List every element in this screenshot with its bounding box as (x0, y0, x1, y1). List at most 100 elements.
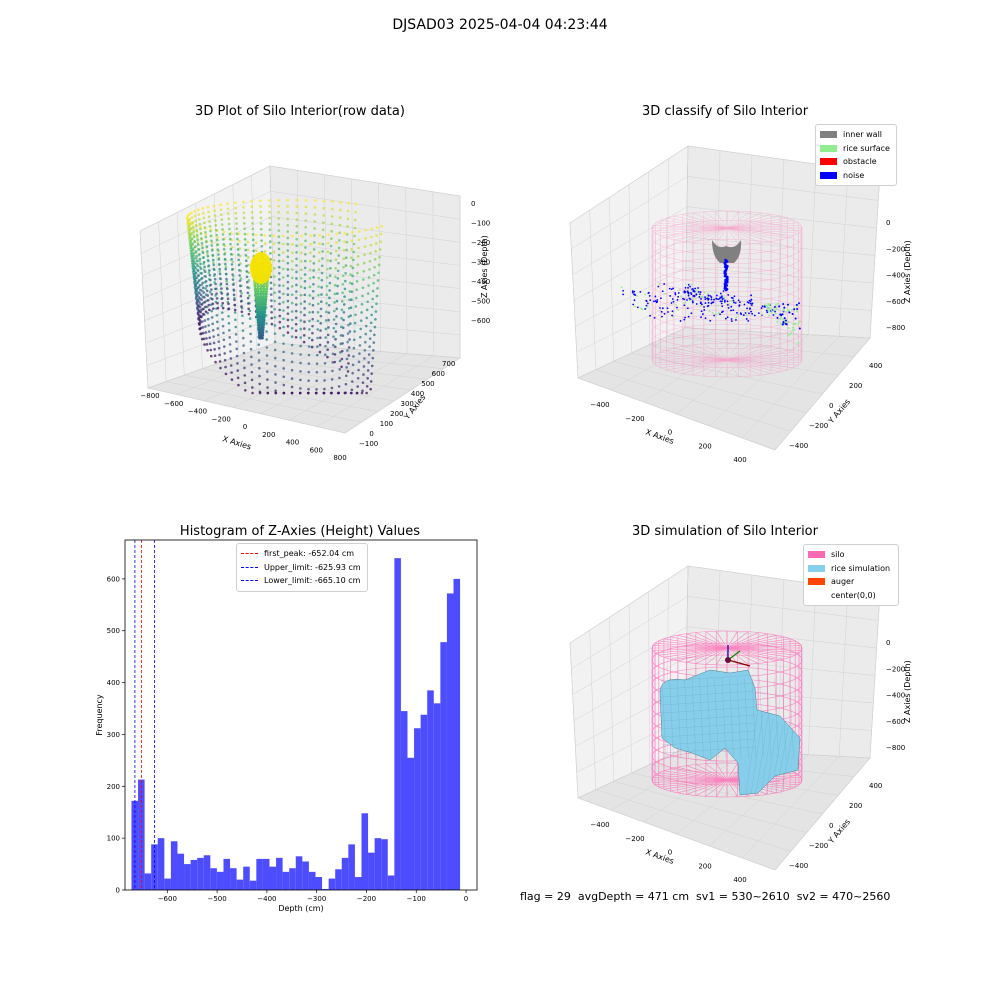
legend-label: noise (843, 171, 864, 180)
legend-label: obstacle (843, 157, 877, 166)
classify-zlabel: Z Axies (Depth) (903, 240, 912, 303)
histogram-bar (191, 860, 198, 890)
histogram-bar (296, 856, 303, 890)
histogram-bar (454, 579, 461, 890)
simulation-plot-title: 3D simulation of Silo Interior (570, 524, 880, 539)
x-tick-label: −200 (625, 835, 644, 843)
histogram-bar (401, 711, 408, 890)
y-tick-label: 500 (107, 627, 120, 635)
legend-swatch (808, 565, 825, 572)
histogram-bar (204, 855, 211, 890)
z-tick-label: 0 (471, 200, 475, 208)
status-footer: flag = 29 avgDepth = 471 cm sv1 = 530~26… (520, 890, 890, 903)
histogram-bar (421, 715, 428, 890)
histogram-bar (263, 859, 270, 890)
legend-item: center(0,0) (808, 589, 894, 603)
y-tick-label: 200 (849, 382, 862, 390)
legend-item: Upper_limit: -625.93 cm (241, 561, 363, 575)
y-tick-label: −100 (359, 440, 378, 448)
histogram-bar (427, 690, 434, 890)
histogram-ylabel: Frequency (95, 694, 104, 736)
histogram-bar (230, 868, 237, 890)
y-tick-label: 200 (849, 802, 862, 810)
histogram-bar (414, 728, 421, 890)
legend-item: Lower_limit: -665.10 cm (241, 574, 363, 588)
histogram-bar (243, 867, 250, 890)
histogram-bar (302, 861, 309, 890)
histogram-bar (440, 642, 447, 890)
histogram-bar (210, 868, 217, 890)
x-tick-label: 800 (333, 454, 346, 462)
x-tick-label: −800 (140, 392, 159, 400)
x-tick-label: −200 (625, 415, 644, 423)
x-tick-label: −400 (188, 408, 207, 416)
raw-3d-plot: −800 −600 −400 −200 0 200 400 600 800 −100 0 100 20… (130, 128, 510, 473)
legend-swatch (808, 578, 825, 585)
histogram-bar (315, 877, 322, 890)
legend-swatch (241, 553, 258, 554)
histogram-bar (375, 838, 382, 890)
histogram-bar (388, 875, 395, 890)
raw-zlabel: Z Axies (Depth) (480, 235, 489, 298)
legend-swatch (820, 172, 837, 179)
y-tick-label: 0 (369, 430, 373, 438)
legend-swatch (808, 592, 825, 599)
histogram-xlabel: Depth (cm) (278, 904, 323, 913)
legend-label: center(0,0) (831, 591, 876, 600)
y-tick-label: 0 (829, 402, 833, 410)
x-tick-label: −400 (590, 401, 609, 409)
legend-swatch (820, 145, 837, 152)
x-tick-label: −400 (257, 895, 276, 903)
legend-label: silo (831, 550, 845, 559)
classify-legend: inner wall rice surface obstacle noise (815, 124, 897, 186)
histogram-bar (381, 839, 388, 890)
z-tick-label: −800 (886, 324, 905, 332)
histogram-bar (223, 859, 230, 890)
x-tick-label: −100 (407, 895, 426, 903)
y-tick-label: 400 (869, 782, 882, 790)
histogram-bar (237, 880, 244, 890)
x-tick-label: −200 (357, 895, 376, 903)
y-tick-label: 200 (390, 410, 403, 418)
y-tick-label: 600 (432, 370, 445, 378)
legend-item: auger (808, 575, 894, 589)
histogram-bar (407, 758, 414, 890)
z-tick-label: 0 (886, 639, 890, 647)
histogram-bar (329, 879, 336, 890)
histogram-bar (158, 838, 165, 890)
histogram-bar (342, 858, 349, 890)
x-tick-label: −300 (307, 895, 326, 903)
histogram-bar (355, 877, 362, 890)
z-tick-label: −100 (471, 220, 490, 228)
legend-label: Lower_limit: -665.10 cm (264, 576, 360, 585)
histogram-bar (256, 859, 263, 890)
legend-swatch (241, 567, 258, 568)
legend-label: rice simulation (831, 564, 890, 573)
histogram-bar (145, 873, 152, 890)
histogram-bar (394, 558, 401, 890)
z-tick-label: −800 (886, 744, 905, 752)
raw-center-plume (250, 252, 272, 284)
simulation-legend: silo rice simulation auger center(0,0) (803, 544, 899, 606)
legend-item: obstacle (820, 155, 892, 169)
histogram-bar (283, 872, 290, 890)
y-tick-label: 400 (869, 362, 882, 370)
x-tick-label: −500 (207, 895, 226, 903)
simulation-zlabel: Z Axies (Depth) (903, 660, 912, 723)
raw-plot-title: 3D Plot of Silo Interior(row data) (140, 104, 460, 119)
y-tick-label: −200 (809, 422, 828, 430)
x-tick-label: 400 (286, 439, 299, 447)
x-tick-label: 200 (698, 862, 711, 870)
y-tick-label: 600 (107, 575, 120, 583)
legend-label: auger (831, 577, 854, 586)
y-tick-label: −400 (789, 862, 808, 870)
y-tick-label: 100 (107, 835, 120, 843)
histogram-chart: −600 −500 −400 −300 −200 −100 0 01002003004005… (80, 535, 500, 920)
legend-label: rice surface (843, 144, 890, 153)
histogram-bar (434, 703, 441, 890)
histogram-bar (335, 869, 342, 890)
x-tick-label: 200 (262, 431, 275, 439)
y-tick-label: −400 (789, 442, 808, 450)
legend-swatch (820, 158, 837, 165)
y-tick-label: 100 (380, 420, 393, 428)
